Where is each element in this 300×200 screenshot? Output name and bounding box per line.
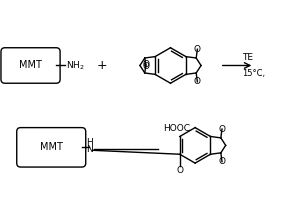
Text: O: O bbox=[142, 60, 149, 69]
Text: 15°C,: 15°C, bbox=[242, 69, 265, 78]
Text: O: O bbox=[218, 157, 226, 166]
Text: +: + bbox=[96, 59, 107, 72]
Text: H: H bbox=[86, 138, 93, 147]
Text: O: O bbox=[142, 62, 149, 71]
Text: MMT: MMT bbox=[40, 142, 63, 152]
Text: MMT: MMT bbox=[19, 60, 42, 70]
Text: NH$_2$: NH$_2$ bbox=[66, 59, 85, 72]
Text: O: O bbox=[176, 166, 183, 175]
Text: TE: TE bbox=[242, 53, 253, 62]
FancyBboxPatch shape bbox=[17, 128, 86, 167]
Text: O: O bbox=[218, 125, 226, 134]
Text: N: N bbox=[86, 145, 93, 154]
Text: O: O bbox=[194, 45, 201, 54]
FancyBboxPatch shape bbox=[1, 48, 60, 83]
Text: O: O bbox=[194, 77, 201, 86]
Text: HOOC: HOOC bbox=[163, 124, 190, 133]
